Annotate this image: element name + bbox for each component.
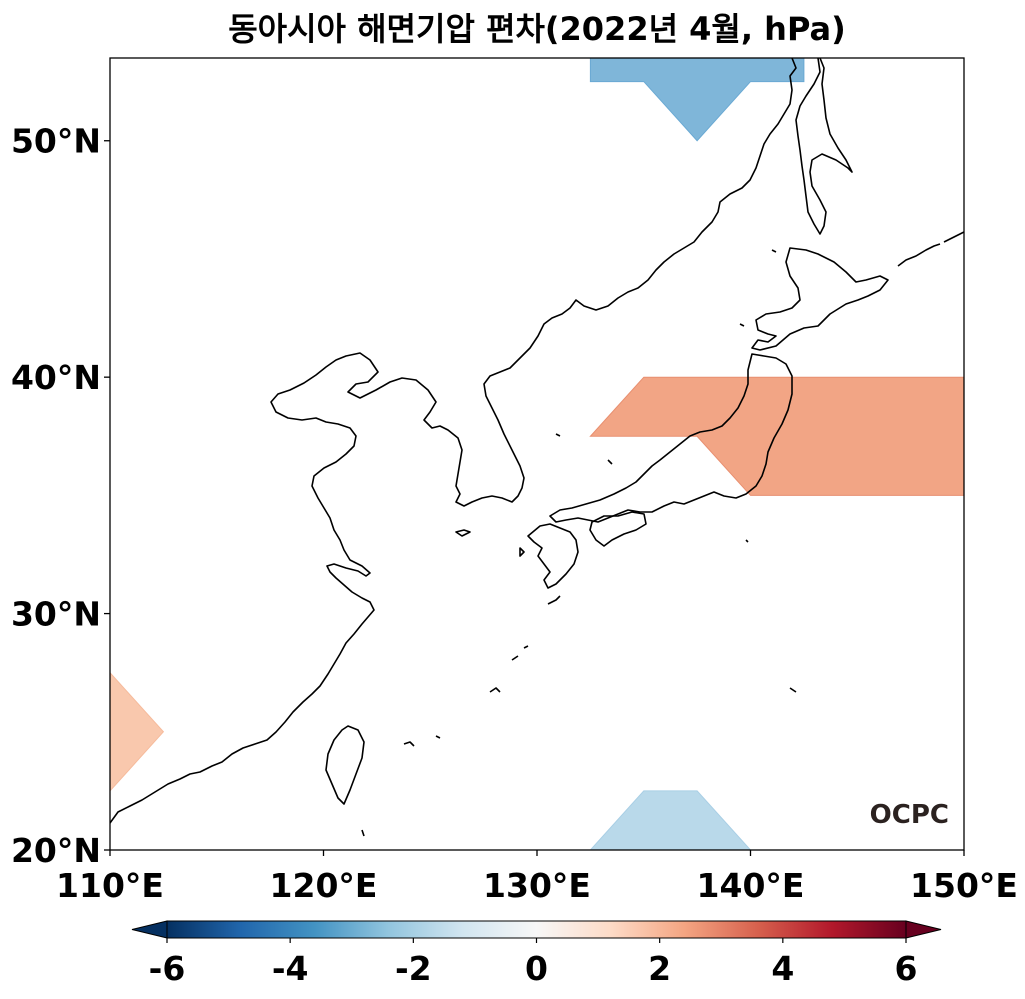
- colorbar: -6 -4 -2 0 2 4 6: [131, 920, 942, 988]
- y-tick-label: 50°N: [11, 122, 101, 161]
- kyushu-coastline: [527, 523, 579, 589]
- y-tick-label: 30°N: [11, 595, 101, 634]
- colorbar-tick-label: 6: [895, 949, 918, 988]
- colorbar-min-extend: [131, 920, 168, 939]
- colorbar-tick-label: -6: [149, 949, 186, 988]
- x-tick-label: 110°E: [56, 866, 164, 905]
- coastlines: [110, 58, 964, 837]
- colorbar-tick-label: 0: [525, 949, 548, 988]
- x-tick-label: 140°E: [697, 866, 805, 905]
- colorbar-tick-label: 4: [771, 949, 794, 988]
- honshu-coastline: [549, 353, 793, 523]
- taiwan-coastline: [325, 725, 365, 805]
- sakhalin-coastline: [795, 58, 853, 235]
- colorbar-gradient: [166, 920, 907, 939]
- x-tick-label: 150°E: [910, 866, 1018, 905]
- anomaly-region-east-positive: [589, 376, 964, 496]
- hokkaido-coastline: [751, 247, 889, 351]
- colorbar-tick-label: -4: [272, 949, 309, 988]
- colorbar-tick-label: 2: [648, 949, 671, 988]
- anomaly-shading: [110, 58, 964, 850]
- map-title: 동아시아 해면기압 편차(2022년 4월, hPa): [228, 10, 846, 48]
- y-tick-label: 20°N: [11, 831, 101, 870]
- x-tick-label: 130°E: [483, 866, 591, 905]
- colorbar-tick-label: -2: [395, 949, 432, 988]
- anomaly-region-north-negative: [589, 58, 805, 142]
- kuril-islands-coastline: [897, 231, 964, 267]
- anomaly-region-south-negative: [589, 790, 752, 850]
- y-tick-label: 40°N: [11, 358, 101, 397]
- ocpc-logo: OCPC: [870, 800, 949, 830]
- x-tick-label: 120°E: [270, 866, 378, 905]
- anomaly-region-southwest-positive: [110, 671, 165, 792]
- shikoku-coastline: [589, 511, 647, 547]
- colorbar-max-extend: [905, 920, 942, 939]
- small-islands: [361, 249, 797, 837]
- mainland-coastline: [110, 58, 797, 824]
- axis-ticks: 110°E 120°E 130°E 140°E 150°E 20°N 30°N 40°N 50°…: [11, 122, 1018, 905]
